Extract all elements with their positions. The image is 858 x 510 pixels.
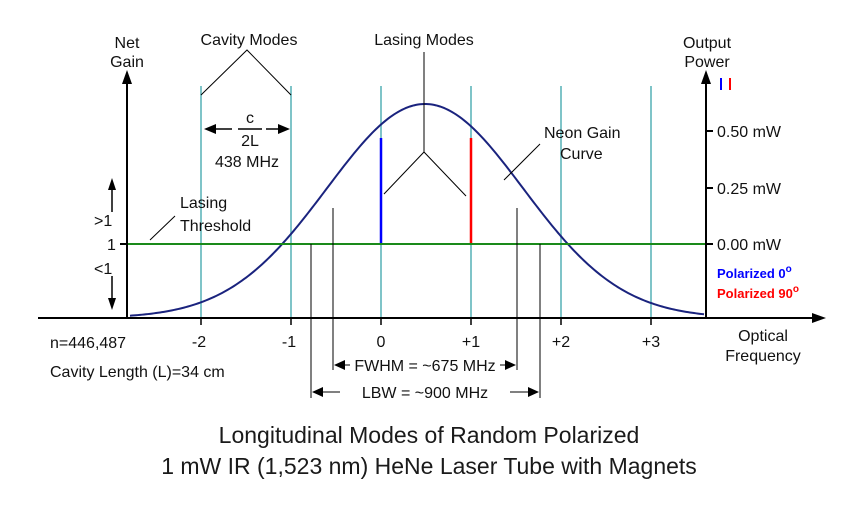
gain-equal-1: 1 [107, 237, 116, 254]
cavity-modes-leader [200, 49, 292, 96]
cavity-modes-label: Cavity Modes [201, 32, 298, 49]
output-power-axis-arrow-icon [701, 70, 711, 84]
neon-gain-leader [503, 143, 541, 181]
optical-frequency-label-line1: Optical [738, 328, 788, 345]
legend-polarized-0: Polarized 0o [717, 264, 792, 281]
neon-gain-label-line1: Neon Gain [544, 125, 621, 142]
lasing-modes-leader-90 [423, 151, 467, 197]
gain-less-than-1: <1 [94, 261, 112, 278]
power-tick-label-025: 0.25 mW [717, 181, 782, 198]
gain-up-arrow-icon [108, 178, 116, 190]
cavity-mode-lines [200, 86, 652, 318]
power-tick-label-000: 0.00 mW [717, 237, 782, 254]
diagram-title-line2: 1 mW IR (1,523 nm) HeNe Laser Tube with … [161, 453, 697, 479]
mode-label-0: 0 [377, 334, 386, 351]
power-tick-label-050: 0.50 mW [717, 124, 782, 141]
lbw-label: LBW = ~900 MHz [362, 385, 488, 402]
power-axis-ticks [706, 130, 713, 245]
net-gain-axis-arrow-icon [122, 70, 132, 84]
diagram-title-line1: Longitudinal Modes of Random Polarized [219, 422, 640, 448]
mode-spacing-dimension [204, 124, 290, 134]
net-gain-label-line1: Net [115, 35, 140, 52]
neon-gain-curve [129, 103, 705, 317]
gain-greater-than-1: >1 [94, 213, 112, 230]
lasing-threshold-leader [149, 215, 176, 241]
lasing-modes-leader-0 [383, 151, 425, 195]
fwhm-right-arrow-icon [505, 360, 516, 370]
net-gain-label-line2: Gain [110, 54, 144, 71]
mode-label-pos2: +2 [552, 334, 570, 351]
gain-down-arrow-icon [108, 298, 116, 310]
neon-gain-label-line2: Curve [560, 146, 603, 163]
mode-label-pos3: +3 [642, 334, 660, 351]
spacing-denominator: 2L [241, 133, 259, 150]
spacing-right-arrow-icon [278, 124, 290, 134]
frequency-axis-arrow-icon [812, 313, 826, 323]
width-markers [310, 208, 541, 398]
mode-label-neg2: -2 [192, 334, 206, 351]
spacing-left-arrow-icon [204, 124, 216, 134]
cavity-length-label: Cavity Length (L)=34 cm [50, 364, 225, 381]
output-power-label-line2: Power [684, 54, 730, 71]
lasing-threshold-label-line2: Threshold [180, 218, 251, 235]
mode-number-label: n=446,487 [50, 335, 126, 352]
net-gain-scale [108, 178, 127, 310]
axes [38, 70, 826, 323]
spacing-numerator: c [246, 110, 254, 127]
lbw-right-arrow-icon [528, 387, 539, 397]
lasing-modes-leaders [383, 52, 467, 197]
lasing-threshold-label-line1: Lasing [180, 195, 227, 212]
mode-label-neg1: -1 [282, 334, 296, 351]
fwhm-left-arrow-icon [334, 360, 345, 370]
mode-label-pos1: +1 [462, 334, 480, 351]
fwhm-label: FWHM = ~675 MHz [354, 358, 495, 375]
mode-ticks [200, 318, 652, 325]
optical-frequency-label-line2: Frequency [725, 348, 801, 365]
spacing-value: 438 MHz [215, 154, 279, 171]
cavity-modes-leaders [200, 49, 292, 96]
lasing-modes-label: Lasing Modes [374, 32, 474, 49]
output-power-label-line1: Output [683, 35, 732, 52]
lbw-left-arrow-icon [312, 387, 323, 397]
legend-polarized-90: Polarized 90o [717, 284, 799, 301]
